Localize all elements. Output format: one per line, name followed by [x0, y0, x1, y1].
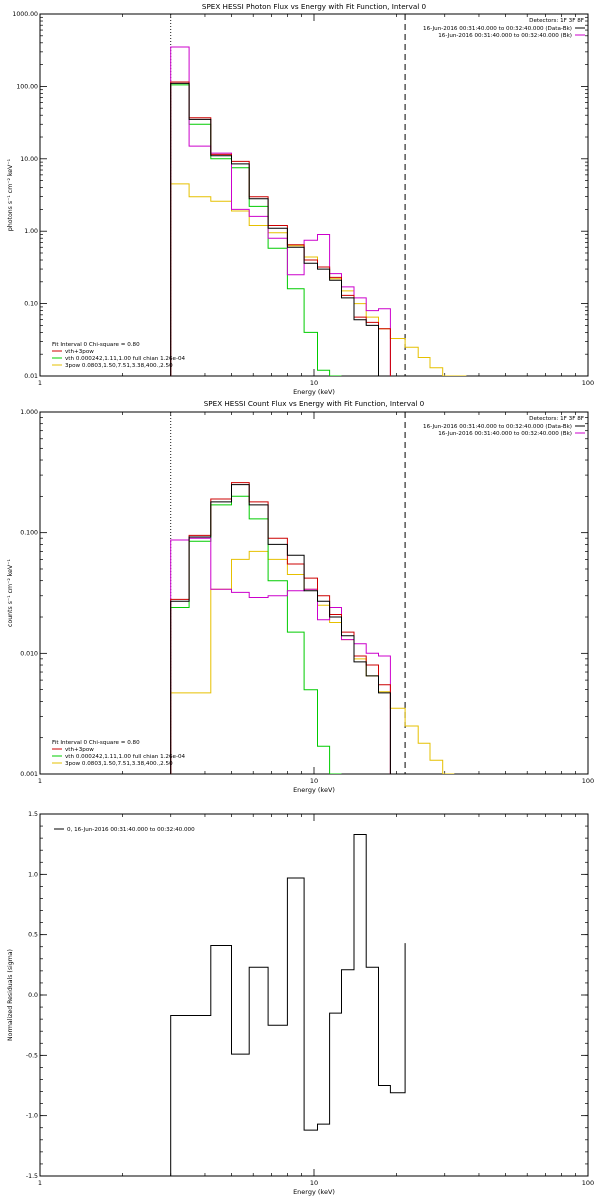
- y-tick-label: 0.5: [28, 932, 38, 939]
- series-line-3pow: [170, 550, 455, 774]
- x-axis-label: Energy (keV): [293, 388, 335, 396]
- x-axis-label: Energy (keV): [293, 1188, 335, 1196]
- fit-legend-entry-label: vth 0.000242,1.11,1.00 full chian 1.26e-…: [65, 356, 186, 362]
- fit-legend-entry-label: 3pow 0.0803,1.50,7.51,3.38,400.,2.50: [65, 363, 173, 369]
- x-tick-label: 10: [310, 1179, 318, 1187]
- legend-entry-label: 16-Jun-2016 00:31:40.000 to 00:32:40.000…: [438, 33, 572, 39]
- series-line-vth: [170, 84, 342, 376]
- chart-title: SPEX HESSI Count Flux vs Energy with Fit…: [204, 399, 425, 408]
- x-tick-label: 10: [310, 777, 318, 785]
- y-tick-label: -1.5: [26, 1173, 38, 1180]
- series-line-bk: [170, 46, 391, 376]
- plot-frame: [39, 813, 589, 1177]
- y-tick-label: 0.010: [20, 650, 38, 657]
- chart-panel-3: 1 10 100 Energy (keV) -1.5 -1.0 -0.5 0.0 0.5 1.0 1…: [7, 811, 594, 1196]
- x-tick-label: 10: [310, 379, 318, 387]
- y-tick-label: 1.000: [20, 409, 38, 416]
- chart-panel-2: SPEX HESSI Count Flux vs Energy with Fit…: [7, 399, 594, 794]
- y-tick-label: 0.0: [28, 992, 38, 999]
- fit-legend-entry-label: vth 0.000242,1.11,1.00 full chian 1.26e-…: [65, 754, 186, 760]
- chart-title: SPEX HESSI Photon Flux vs Energy with Fi…: [202, 2, 427, 11]
- x-tick-label: 100: [582, 1179, 594, 1187]
- fit-legend-header: Fit Interval 0 Chi-square = 0.80: [52, 342, 140, 348]
- x-tick-label: 1: [38, 1179, 42, 1187]
- x-tick-label: 1: [38, 379, 42, 387]
- series-line-vth-3pow: [170, 81, 391, 376]
- legend-entry-label: 16-Jun-2016 00:31:40.000 to 00:32:40.000…: [438, 431, 572, 437]
- y-tick-label: 100.00: [16, 83, 38, 90]
- y-tick-label: 0.100: [20, 530, 38, 537]
- y-tick-label: 0.10: [24, 301, 38, 308]
- series-line-data-bk: [170, 484, 391, 774]
- x-tick-label: 100: [582, 777, 594, 785]
- series-line-vth-3pow: [170, 482, 391, 774]
- y-tick-label: 1.00: [24, 228, 38, 235]
- y-axis-label: Normalized Residuals (sigma): [7, 949, 14, 1041]
- y-tick-label: 0.001: [20, 771, 38, 778]
- x-tick-label: 1: [38, 777, 42, 785]
- legend-entry-label: 0, 16-Jun-2016 00:31:40.000 to 00:32:40.…: [67, 827, 195, 833]
- y-tick-label: 1000.00: [12, 11, 38, 18]
- legend-entry-label: 16-Jun-2016 00:31:40.000 to 00:32:40.000…: [423, 424, 572, 430]
- series-line-3pow: [170, 183, 467, 376]
- legend-header: Detectors: 1F 3F 8F: [529, 416, 584, 422]
- x-axis-label: Energy (keV): [293, 786, 335, 794]
- fit-legend-header: Fit Interval 0 Chi-square = 0.80: [52, 740, 140, 746]
- series-line-residuals: [170, 834, 406, 1176]
- y-tick-label: 1.5: [28, 811, 38, 818]
- x-tick-label: 100: [582, 379, 594, 387]
- legend-header: Detectors: 1F 3F 8F: [529, 18, 584, 24]
- y-axis-label: photons s⁻¹ cm⁻² keV⁻¹: [7, 158, 14, 231]
- plot-frame: [39, 13, 589, 377]
- y-tick-label: 1.0: [28, 871, 38, 878]
- legend-entry-label: 16-Jun-2016 00:31:40.000 to 00:32:40.000…: [423, 26, 572, 32]
- chart-panel-1: SPEX HESSI Photon Flux vs Energy with Fi…: [7, 2, 594, 396]
- fit-legend-entry-label: vth+3pow: [65, 747, 94, 753]
- y-tick-label: -0.5: [26, 1052, 38, 1059]
- y-tick-label: -1.0: [26, 1113, 38, 1120]
- series-line-data-bk: [170, 82, 379, 376]
- fit-legend-entry-label: 3pow 0.0803,1.50,7.51,3.38,400.,2.50: [65, 761, 173, 767]
- y-tick-label: 10.00: [20, 156, 38, 163]
- fit-legend-entry-label: vth+3pow: [65, 349, 94, 355]
- plot-frame: [39, 411, 589, 775]
- y-tick-label: 0.01: [24, 373, 38, 380]
- y-axis-label: counts s⁻¹ cm⁻² keV⁻¹: [7, 559, 14, 627]
